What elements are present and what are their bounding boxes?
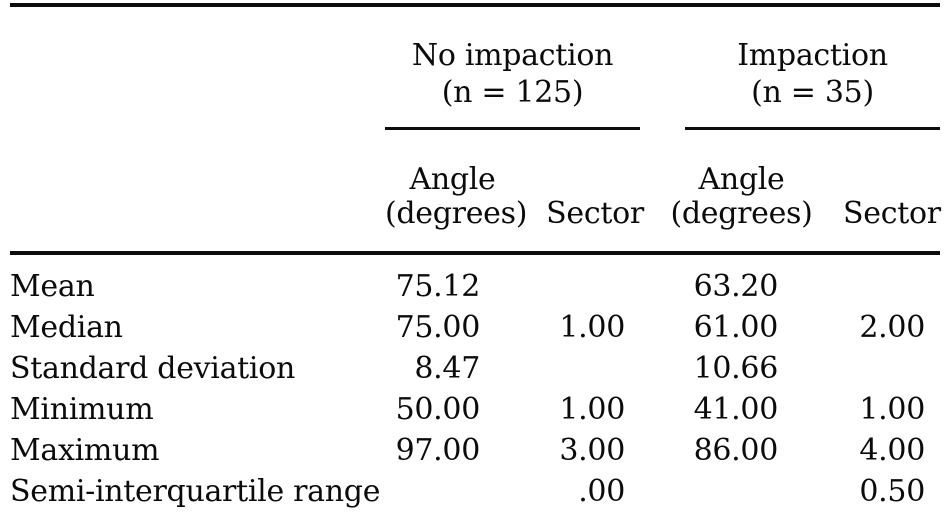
cell-angle-impaction: 61.00 — [693, 310, 779, 345]
table-row-semi-interquartile-range: Semi-interquartile range .00 0.50 — [10, 471, 940, 514]
cell-sector-impaction: 2.00 — [859, 310, 925, 345]
cell-sector-impaction: 0.50 — [859, 474, 925, 509]
cell-sector-no-impaction — [520, 253, 670, 307]
column-header-row: Angle (degrees) Sector Angle (degrees) S… — [10, 130, 941, 255]
cell-angle-no-impaction: 97.00 — [395, 433, 481, 468]
group-title-line1: No impaction — [411, 38, 614, 73]
cell-angle-impaction: 10.66 — [693, 351, 779, 386]
table-row-minimum: Minimum 50.00 1.00 41.00 1.00 — [10, 389, 940, 430]
column-header-sector-impaction: Sector — [813, 130, 941, 255]
spanner-cell-no-impaction — [385, 127, 670, 130]
spanner-rule-row — [10, 127, 940, 130]
cell-angle-no-impaction: 8.47 — [414, 351, 480, 386]
column-header-angle-impaction: Angle (degrees) — [670, 130, 813, 255]
row-label: Standard deviation — [10, 351, 296, 386]
table-row-maximum: Maximum 97.00 3.00 86.00 4.00 — [10, 430, 940, 471]
group-sample-size: (n = 125) — [441, 75, 584, 110]
group-title-line1: Impaction — [737, 38, 888, 73]
cell-angle-no-impaction: 75.12 — [395, 269, 481, 304]
statistics-table: No impaction (n = 125) Impaction (n = 35… — [10, 3, 941, 514]
cell-angle-impaction: 63.20 — [693, 269, 779, 304]
cell-angle-no-impaction: 50.00 — [395, 392, 481, 427]
cell-sector-no-impaction — [520, 348, 670, 389]
row-label: Semi-interquartile range — [10, 474, 381, 509]
cell-angle-no-impaction: 75.00 — [395, 310, 481, 345]
table-row-median: Median 75.00 1.00 61.00 2.00 — [10, 307, 940, 348]
group-header-row: No impaction (n = 125) Impaction (n = 35… — [10, 5, 940, 127]
label-column-spacer — [10, 130, 385, 255]
angle-header-line1: Angle — [698, 162, 785, 197]
angle-header-line2: (degrees) — [385, 196, 528, 231]
cell-angle-impaction: 41.00 — [693, 392, 779, 427]
group-sample-size: (n = 35) — [751, 75, 874, 110]
cell-angle-no-impaction — [385, 471, 520, 514]
row-label: Mean — [10, 269, 95, 304]
table-row-mean: Mean 75.12 63.20 — [10, 253, 940, 307]
row-label: Median — [10, 310, 123, 345]
spanner-rule-impaction — [685, 127, 940, 130]
cell-sector-impaction — [813, 253, 940, 307]
label-column-spacer — [10, 5, 385, 127]
row-label: Maximum — [10, 433, 160, 468]
spanner-cell-impaction — [670, 127, 940, 130]
cell-sector-impaction — [813, 348, 940, 389]
cell-sector-no-impaction: 3.00 — [559, 433, 625, 468]
angle-header-line2: (degrees) — [670, 196, 813, 231]
cell-sector-no-impaction: .00 — [578, 474, 625, 509]
cell-sector-impaction: 1.00 — [859, 392, 925, 427]
table-row-standard-deviation: Standard deviation 8.47 10.66 — [10, 348, 940, 389]
cell-sector-impaction: 4.00 — [859, 433, 925, 468]
cell-sector-no-impaction: 1.00 — [559, 392, 625, 427]
cell-sector-no-impaction: 1.00 — [559, 310, 625, 345]
column-header-angle-no-impaction: Angle (degrees) — [385, 130, 528, 255]
group-header-no-impaction: No impaction (n = 125) — [385, 5, 670, 127]
spanner-rule-no-impaction — [385, 127, 640, 130]
cell-angle-impaction: 86.00 — [693, 433, 779, 468]
row-label: Minimum — [10, 392, 154, 427]
column-header-sector-no-impaction: Sector — [520, 130, 670, 255]
group-header-impaction: Impaction (n = 35) — [670, 5, 940, 127]
cell-angle-impaction — [670, 471, 813, 514]
angle-header-line1: Angle — [409, 162, 496, 197]
